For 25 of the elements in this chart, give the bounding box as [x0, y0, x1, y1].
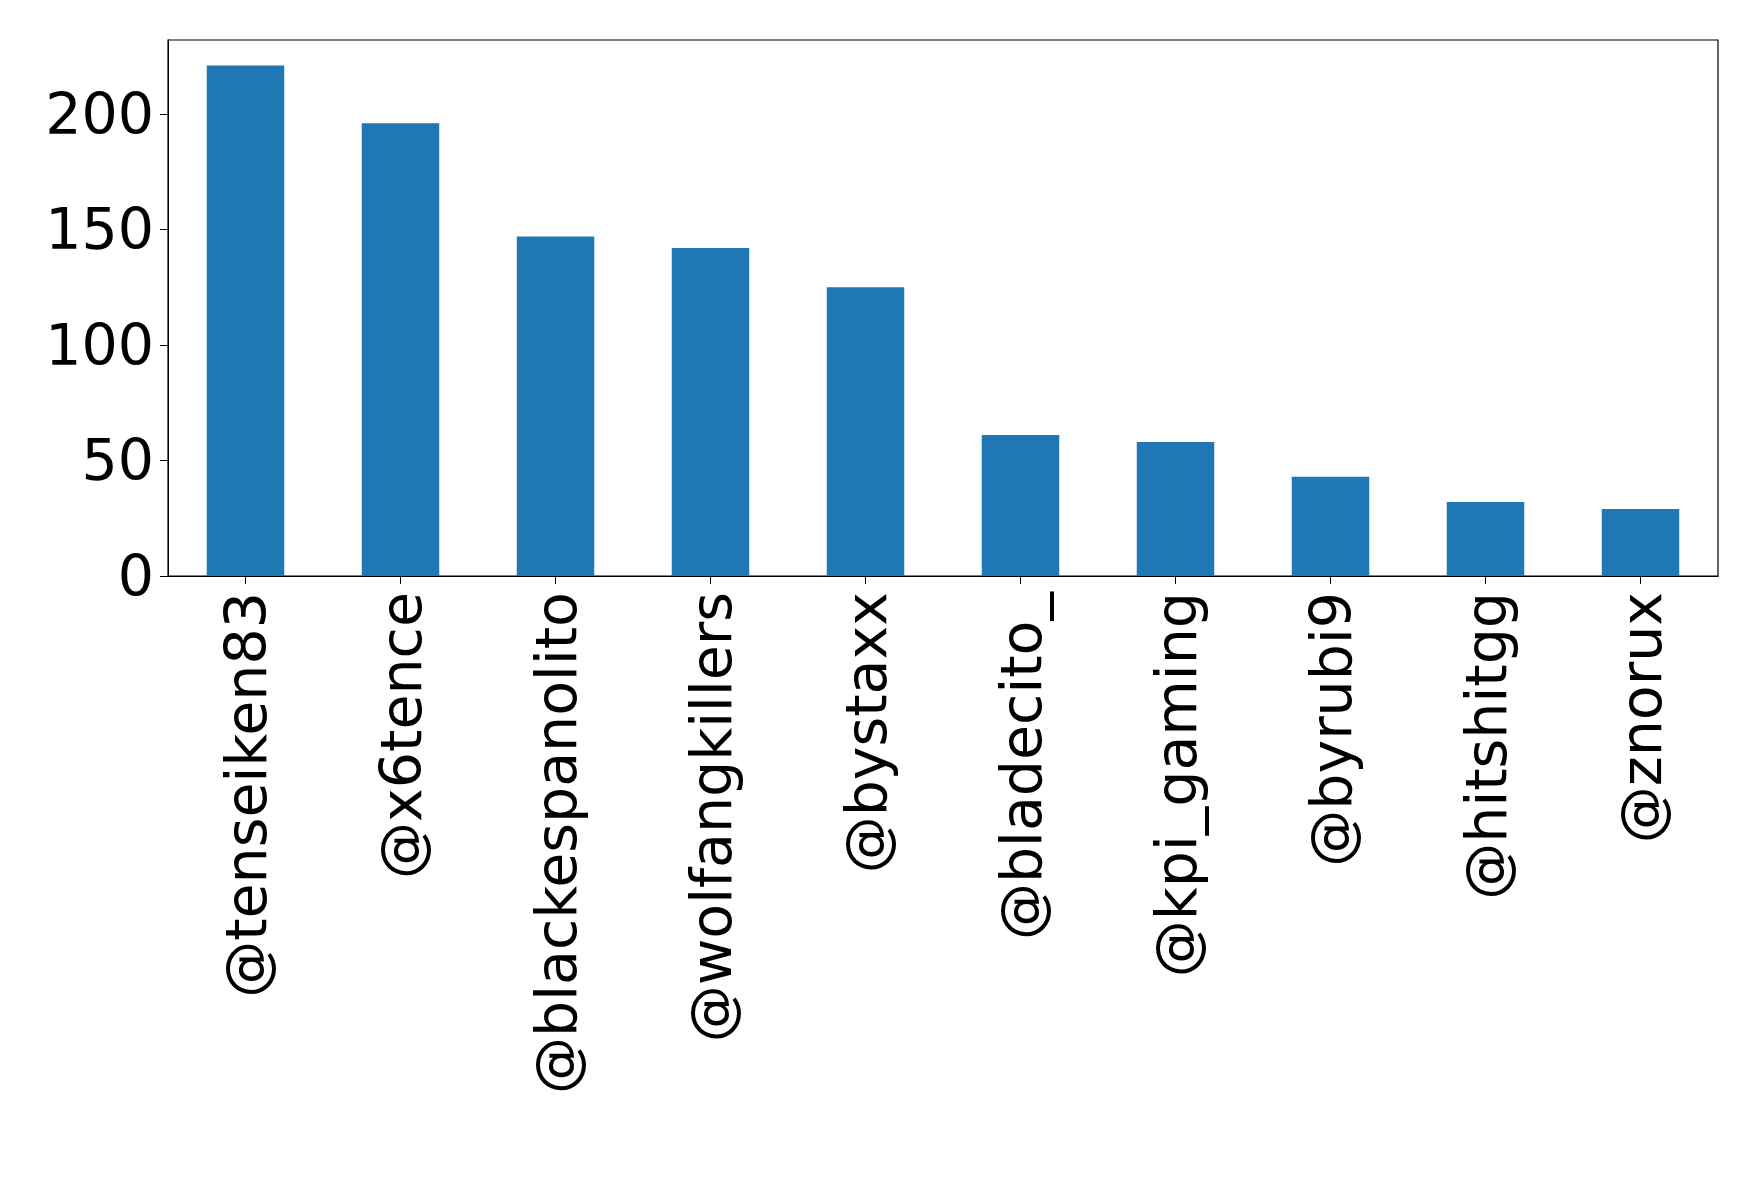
- bar: [1136, 442, 1215, 576]
- bar: [516, 236, 595, 576]
- x-tick-label: @tenseiken83: [212, 592, 279, 998]
- bar: [1446, 502, 1525, 576]
- x-tick-label: @bladecito_: [987, 590, 1054, 941]
- bar: [361, 123, 440, 576]
- bar: [1601, 509, 1680, 576]
- x-tick-label: @kpi_gaming: [1142, 592, 1209, 978]
- y-tick-label: 50: [81, 427, 154, 494]
- bar: [826, 287, 905, 576]
- bar: [981, 435, 1060, 576]
- bar: [206, 65, 285, 576]
- y-tick-label: 200: [45, 80, 154, 147]
- x-tick-label: @bystaxx: [832, 592, 899, 874]
- x-tick-label: @znorux: [1607, 592, 1674, 844]
- x-tick-label: @blackespanolito: [522, 592, 589, 1095]
- y-tick-label: 150: [45, 196, 154, 263]
- y-tick-label: 100: [45, 311, 154, 378]
- y-tick-label: 0: [117, 543, 154, 609]
- bar: [671, 247, 750, 576]
- bar: [1291, 476, 1370, 576]
- x-tick-label: @hitshitgg: [1452, 592, 1519, 900]
- x-tick-label: @x6tence: [367, 592, 434, 879]
- x-tick-label: @wolfangkillers: [677, 592, 744, 1043]
- x-tick-label: @byrubi9: [1297, 592, 1364, 867]
